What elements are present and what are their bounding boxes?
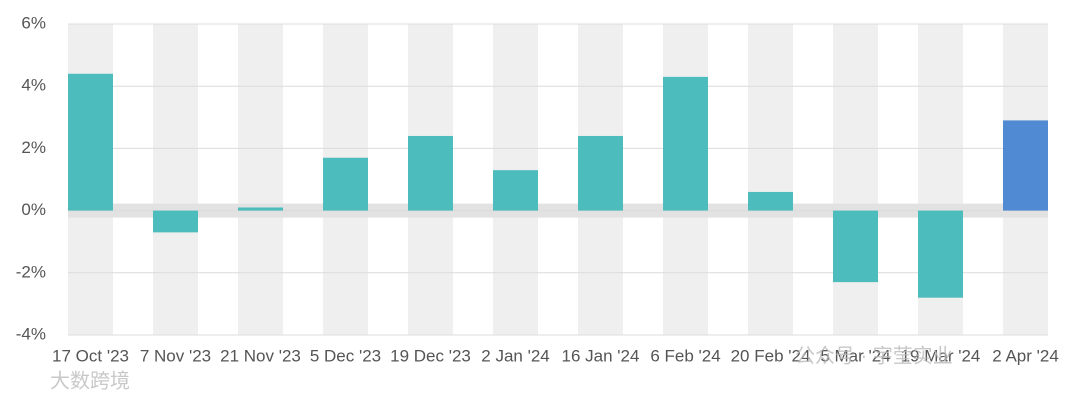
- y-tick-label: 2%: [21, 138, 46, 157]
- x-tick-label: 19 Mar '24: [901, 346, 981, 365]
- y-tick-label: 6%: [21, 13, 46, 32]
- bar: [323, 157, 368, 211]
- x-tick-label: 21 Nov '23: [220, 346, 301, 365]
- y-tick-label: 4%: [21, 76, 46, 95]
- watermark: 公众号 · 宇莹实业: [795, 344, 953, 367]
- x-tick-label: 2 Jan '24: [481, 346, 549, 365]
- bar: [1003, 120, 1048, 211]
- bar: [493, 170, 538, 211]
- y-tick-label: 0%: [21, 200, 46, 219]
- x-tick-label: 5 Dec '23: [310, 346, 381, 365]
- x-tick-label: 6 Feb '24: [650, 346, 720, 365]
- x-tick-label: 7 Nov '23: [140, 346, 211, 365]
- bar: [748, 191, 793, 211]
- column-band: [748, 24, 793, 335]
- bar: [408, 135, 453, 211]
- bar: [238, 207, 283, 211]
- y-tick-label: -4%: [16, 324, 46, 343]
- column-band: [833, 24, 878, 335]
- bar: [578, 135, 623, 211]
- y-tick-label: -2%: [16, 262, 46, 281]
- watermark: 大数跨境: [50, 369, 130, 392]
- bar: [68, 73, 113, 211]
- bar: [663, 76, 708, 211]
- bar: [918, 210, 963, 298]
- x-tick-label: 19 Dec '23: [390, 346, 471, 365]
- x-tick-label: 16 Jan '24: [562, 346, 640, 365]
- column-band: [153, 24, 198, 335]
- column-band: [238, 24, 283, 335]
- bar: [153, 210, 198, 233]
- x-tick-label: 2 Apr '24: [992, 346, 1059, 365]
- x-tick-label: 20 Feb '24: [731, 346, 811, 365]
- bar: [833, 210, 878, 283]
- x-tick-label: 17 Oct '23: [52, 346, 129, 365]
- x-tick-label: 5 Mar '24: [820, 346, 890, 365]
